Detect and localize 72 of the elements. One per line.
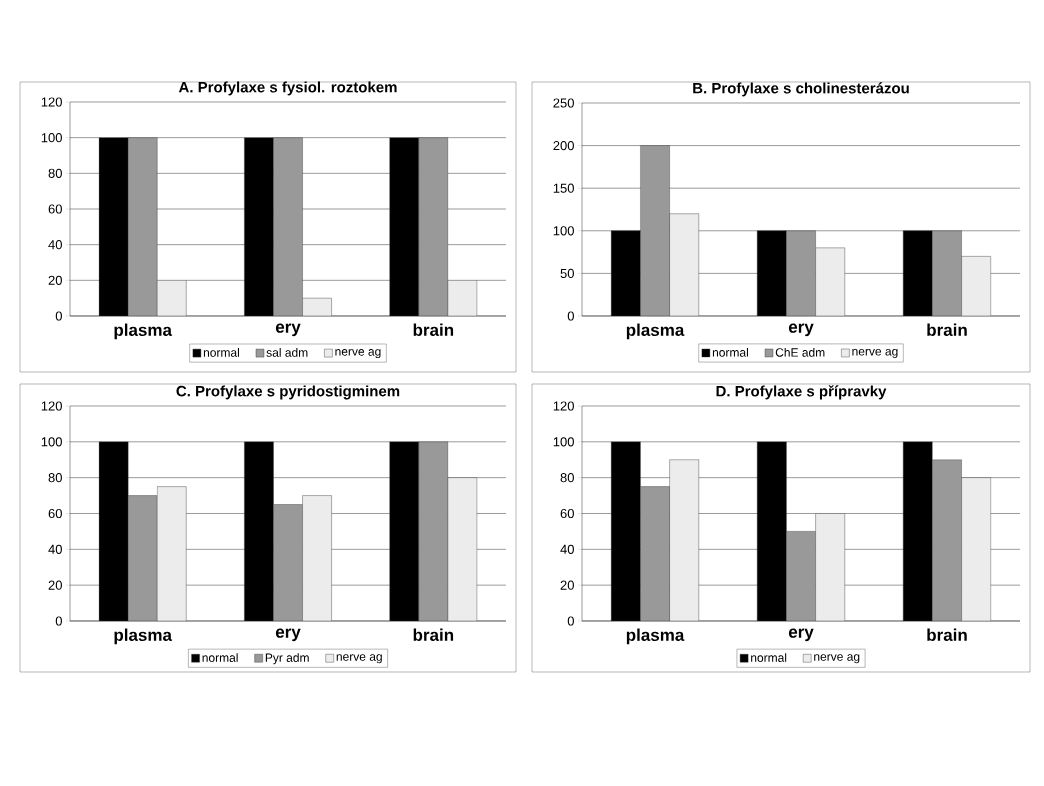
legend-label: sal adm [266,348,308,357]
y-tick-label: 0 [55,616,62,626]
y-tick-label: 0 [567,616,574,626]
legend-label: normal [202,653,238,662]
y-tick-label: 80 [48,168,62,178]
x-tick-label: brain [413,323,454,337]
y-tick-label: 200 [553,140,574,151]
x-tick-label: plasma [114,323,173,340]
y-tick-label: 20 [560,580,574,590]
y-tick-label: 60 [48,204,62,214]
y-tick-label: 100 [553,437,574,447]
y-tick-label: 80 [48,473,62,483]
x-tick-label: plasma [626,323,685,340]
y-tick-label: 40 [48,240,62,250]
bar [418,137,449,316]
y-tick-label: 120 [41,97,62,107]
y-tick-label: 60 [48,508,62,519]
legend-label: nerve ag [814,654,860,664]
y-tick-label: 40 [560,544,574,554]
bar [815,247,845,316]
bar [418,441,449,621]
chart-title: A. Profylaxe s fysiol. roztokem [178,81,397,96]
x-tick-label: ery [275,323,301,337]
x-tick-label: plasma [626,628,685,645]
bar [786,531,816,621]
bar [961,256,991,316]
y-tick-label: 100 [41,133,62,143]
y-tick-label: 40 [48,544,62,554]
bar [273,504,303,621]
x-tick-label: ery [275,628,301,642]
x-tick-label: brain [927,628,967,642]
y-tick-label: 250 [553,98,574,108]
legend-label: normal [712,347,748,357]
legend-label: nerve ag [335,349,381,359]
legend-label: nerve ag [852,348,898,358]
bar [932,230,962,316]
y-tick-label: 150 [553,183,574,193]
bar [640,145,670,316]
y-tick-label: 100 [41,437,62,447]
legend-label: nerve ag [336,654,382,664]
bar [961,477,991,621]
y-tick-label: 50 [560,268,574,278]
x-tick-label: plasma [114,628,173,645]
bar [273,137,303,316]
y-tick-label: 120 [553,401,574,411]
bar [127,137,158,316]
legend-label: Pyr adm [265,653,309,665]
legend-label: normal [203,348,239,357]
chart-title: D. Profylaxe s přípravky [716,385,887,400]
y-tick-label: 0 [567,311,574,321]
y-tick-label: 60 [560,508,574,519]
legend-label: normal [751,653,787,662]
bar [669,459,700,621]
bar [640,486,670,621]
chart-title: B. Profylaxe s cholinesterázou [693,82,909,97]
legend-label: ChE adm [775,347,825,357]
chart-title: C. Profylaxe s pyridostigminem [176,385,400,400]
bar [786,230,816,316]
x-tick-label: ery [788,628,814,642]
bar [669,213,700,316]
y-tick-label: 20 [48,580,62,590]
y-tick-label: 0 [55,311,62,321]
bar [932,459,962,621]
bar [815,513,845,621]
x-tick-label: brain [927,323,967,337]
x-tick-label: ery [788,323,814,337]
y-tick-label: 120 [41,401,62,411]
y-tick-label: 20 [48,275,62,285]
bar [127,495,158,621]
y-tick-label: 80 [560,473,574,483]
x-tick-label: brain [413,628,454,642]
y-tick-label: 100 [553,226,574,236]
